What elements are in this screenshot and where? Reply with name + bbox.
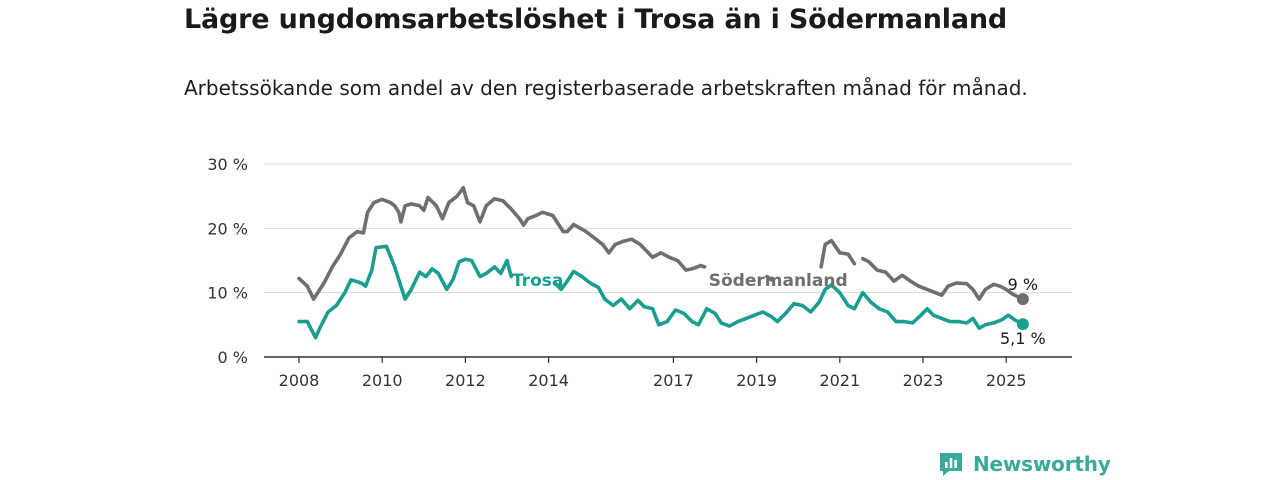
x-tick-label: 2025 <box>986 371 1027 390</box>
x-tick-label: 2021 <box>819 371 860 390</box>
x-tick-label: 2017 <box>653 371 694 390</box>
x-tick-label: 2010 <box>362 371 403 390</box>
series-label-sodermanland: Södermanland <box>709 271 848 291</box>
series-line-trosa <box>297 244 513 340</box>
series-line-södermanland <box>819 238 857 269</box>
series-line-södermanland <box>860 256 1025 301</box>
x-tick-label: 2012 <box>445 371 486 390</box>
y-tick-label: 0 % <box>218 348 248 367</box>
newsworthy-logo-icon <box>940 453 962 476</box>
end-value-label: 5,1 % <box>1000 329 1046 348</box>
brand-logo[interactable]: Newsworthy <box>937 449 1111 479</box>
series-lines <box>297 186 1029 340</box>
x-tick-label: 2019 <box>736 371 777 390</box>
x-tick-label: 2014 <box>528 371 569 390</box>
y-tick-label: 20 % <box>207 219 248 238</box>
axis-labels: 0 % 10 % 20 % 30 % 2008 2010 2012 2014 2017 2019 2… <box>207 155 1026 390</box>
y-tick-label: 30 % <box>207 155 248 174</box>
end-point-marker <box>1016 293 1029 306</box>
series-labels: 9 % 5,1 % Trosa Södermanland <box>512 271 1046 348</box>
x-tick-label: 2008 <box>279 371 320 390</box>
brand-name: Newsworthy <box>973 452 1111 476</box>
y-tick-label: 10 % <box>207 284 248 303</box>
series-line-södermanland <box>765 274 773 282</box>
x-tick-label: 2023 <box>903 371 944 390</box>
series-line-trosa <box>553 269 1025 330</box>
end-point-marker <box>1016 318 1029 331</box>
series-line-södermanland <box>698 263 707 269</box>
end-value-label: 9 % <box>1008 275 1038 294</box>
chart-subtitle: Arbetssökande som andel av den registerb… <box>184 76 1028 100</box>
chart-title: Lägre ungdomsarbetslöshet i Trosa än i S… <box>184 4 1008 35</box>
series-label-trosa: Trosa <box>512 271 563 291</box>
gridlines <box>264 163 1072 363</box>
series-line-södermanland <box>297 186 703 301</box>
